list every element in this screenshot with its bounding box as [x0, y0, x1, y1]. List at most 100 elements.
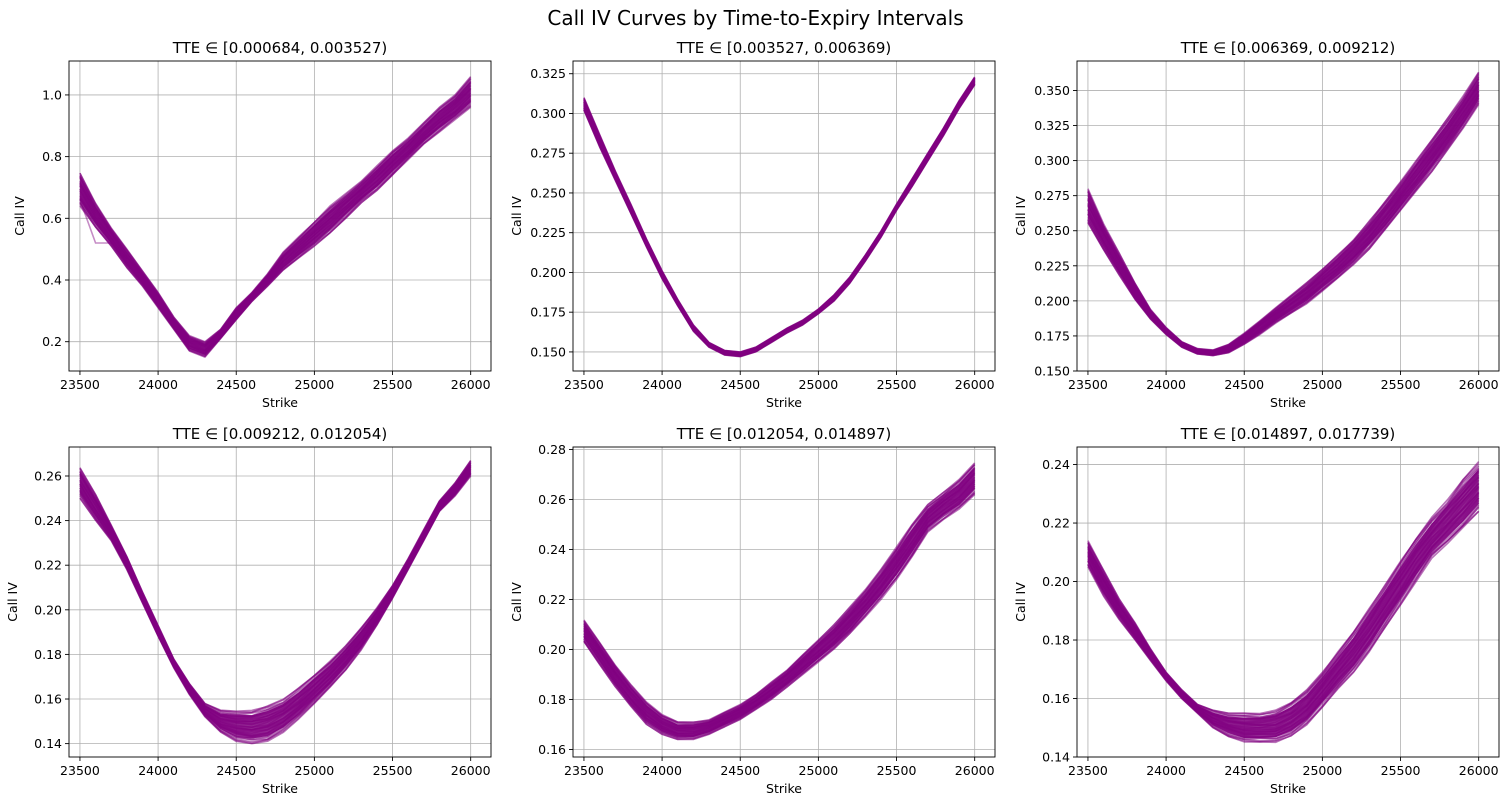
y-tick-label: 0.325 — [1034, 118, 1070, 133]
y-axis: 0.150 0.175 0.200 0.225 0.250 0.275 0.300 0.325… — [1013, 83, 1077, 379]
x-tick-label: 23500 — [564, 763, 604, 778]
y-tick-label: 0.150 — [1034, 364, 1070, 379]
y-tick-label: 0.200 — [530, 265, 566, 280]
iv-curve — [583, 82, 976, 357]
iv-curve — [583, 83, 976, 357]
x-tick-label: 24500 — [720, 763, 760, 778]
series-lines — [79, 460, 472, 745]
x-tick-label: 25000 — [1303, 763, 1343, 778]
iv-curve — [583, 77, 976, 354]
y-tick-label: 0.175 — [530, 305, 566, 320]
iv-curve — [1087, 477, 1480, 725]
subplot-title: TTE ∈ [0.006369, 0.009212) — [1180, 39, 1396, 57]
iv-curve — [583, 79, 976, 355]
iv-curve — [79, 469, 472, 731]
subplot-title: TTE ∈ [0.003527, 0.006369) — [676, 39, 892, 57]
subplot-4: 23500 24000 24500 25000 25500 26000 Strike 0.14… — [5, 425, 492, 796]
axes-frame — [68, 446, 492, 758]
iv-curve — [79, 92, 472, 352]
y-axis-label: Call IV — [509, 196, 524, 236]
y-tick-label: 0.14 — [34, 736, 62, 751]
axes-frame — [572, 60, 996, 372]
iv-band-core — [583, 466, 975, 737]
y-tick-label: 0.18 — [34, 647, 62, 662]
x-axis: 23500 24000 24500 25000 25500 26000 Strike — [60, 371, 491, 410]
subplot-title: TTE ∈ [0.000684, 0.003527) — [172, 39, 388, 57]
iv-curve — [79, 472, 472, 739]
x-tick-label: 24500 — [720, 377, 760, 392]
iv-curve — [583, 82, 976, 357]
figure-title: Call IV Curves by Time-to-Expiry Interva… — [547, 6, 964, 30]
iv-curve — [79, 468, 472, 731]
iv-curve — [79, 473, 472, 741]
x-axis: 23500 24000 24500 25000 25500 26000 Strike — [564, 371, 995, 410]
x-tick-label: 24000 — [642, 763, 682, 778]
y-axis-label: Call IV — [5, 582, 20, 622]
iv-curve — [79, 88, 472, 350]
y-tick-label: 0.2 — [42, 334, 62, 349]
iv-curve — [583, 80, 976, 356]
x-axis: 23500 24000 24500 25000 25500 26000 Strike — [564, 757, 995, 796]
y-tick-label: 0.14 — [1042, 750, 1070, 765]
x-tick-label: 25500 — [1381, 763, 1421, 778]
iv-curve — [1087, 485, 1480, 729]
x-tick-label: 25000 — [295, 763, 335, 778]
iv-curve — [583, 81, 976, 356]
axes-frame — [1076, 446, 1500, 758]
iv-curve — [79, 81, 472, 345]
iv-curve — [79, 472, 472, 737]
y-tick-label: 0.225 — [530, 225, 566, 240]
x-axis: 23500 24000 24500 25000 25500 26000 Strike — [60, 757, 491, 796]
iv-curve-outlier — [79, 199, 128, 259]
iv-curve — [583, 81, 976, 356]
iv-curve — [583, 76, 976, 353]
iv-curve — [1087, 71, 1480, 351]
iv-curve — [79, 85, 472, 347]
x-axis-label: Strike — [766, 781, 802, 796]
x-tick-label: 23500 — [1068, 763, 1108, 778]
iv-curve — [1087, 483, 1480, 728]
y-axis-label: Call IV — [1013, 582, 1028, 622]
y-tick-label: 0.300 — [530, 106, 566, 121]
y-axis-label: Call IV — [12, 196, 27, 236]
y-tick-label: 0.16 — [34, 692, 62, 707]
y-tick-label: 0.24 — [34, 513, 62, 528]
iv-curve — [79, 468, 472, 728]
y-tick-label: 0.28 — [538, 442, 566, 457]
y-tick-label: 1.0 — [42, 87, 62, 102]
subplot-6: 23500 24000 24500 25000 25500 26000 Strike 0.14… — [1013, 425, 1500, 796]
iv-curve — [79, 82, 472, 347]
iv-curve — [583, 83, 976, 357]
iv-curve — [1087, 470, 1480, 720]
x-tick-label: 25500 — [1381, 377, 1421, 392]
series-lines — [79, 76, 472, 358]
x-tick-label: 25500 — [877, 763, 917, 778]
iv-curve — [1087, 476, 1480, 724]
grid-lines — [69, 61, 491, 371]
iv-curve — [79, 460, 472, 713]
y-tick-label: 0.22 — [538, 592, 566, 607]
x-axis-label: Strike — [262, 395, 298, 410]
y-tick-label: 0.22 — [1042, 516, 1070, 531]
iv-curve — [583, 83, 976, 357]
iv-curve — [79, 472, 472, 738]
y-axis-label: Call IV — [509, 582, 524, 622]
y-axis: 0.14 0.16 0.18 0.20 0.22 0.24 0.26 Call IV — [5, 468, 69, 751]
iv-curve — [583, 77, 976, 354]
x-tick-label: 24000 — [1146, 377, 1186, 392]
y-tick-label: 0.20 — [1042, 574, 1070, 589]
y-tick-label: 0.20 — [34, 602, 62, 617]
x-tick-label: 24500 — [1224, 377, 1264, 392]
iv-curve — [583, 81, 976, 356]
y-axis: 0.16 0.18 0.20 0.22 0.24 0.26 0.28 Call IV — [509, 442, 573, 757]
iv-curve — [1087, 474, 1480, 723]
iv-band-core — [79, 462, 471, 739]
y-tick-label: 0.300 — [1034, 153, 1070, 168]
x-tick-label: 25500 — [877, 377, 917, 392]
iv-curve — [583, 83, 976, 357]
iv-curve — [1087, 99, 1480, 356]
y-tick-label: 0.18 — [538, 692, 566, 707]
iv-band-core — [583, 78, 975, 356]
axes-frame — [572, 446, 996, 758]
